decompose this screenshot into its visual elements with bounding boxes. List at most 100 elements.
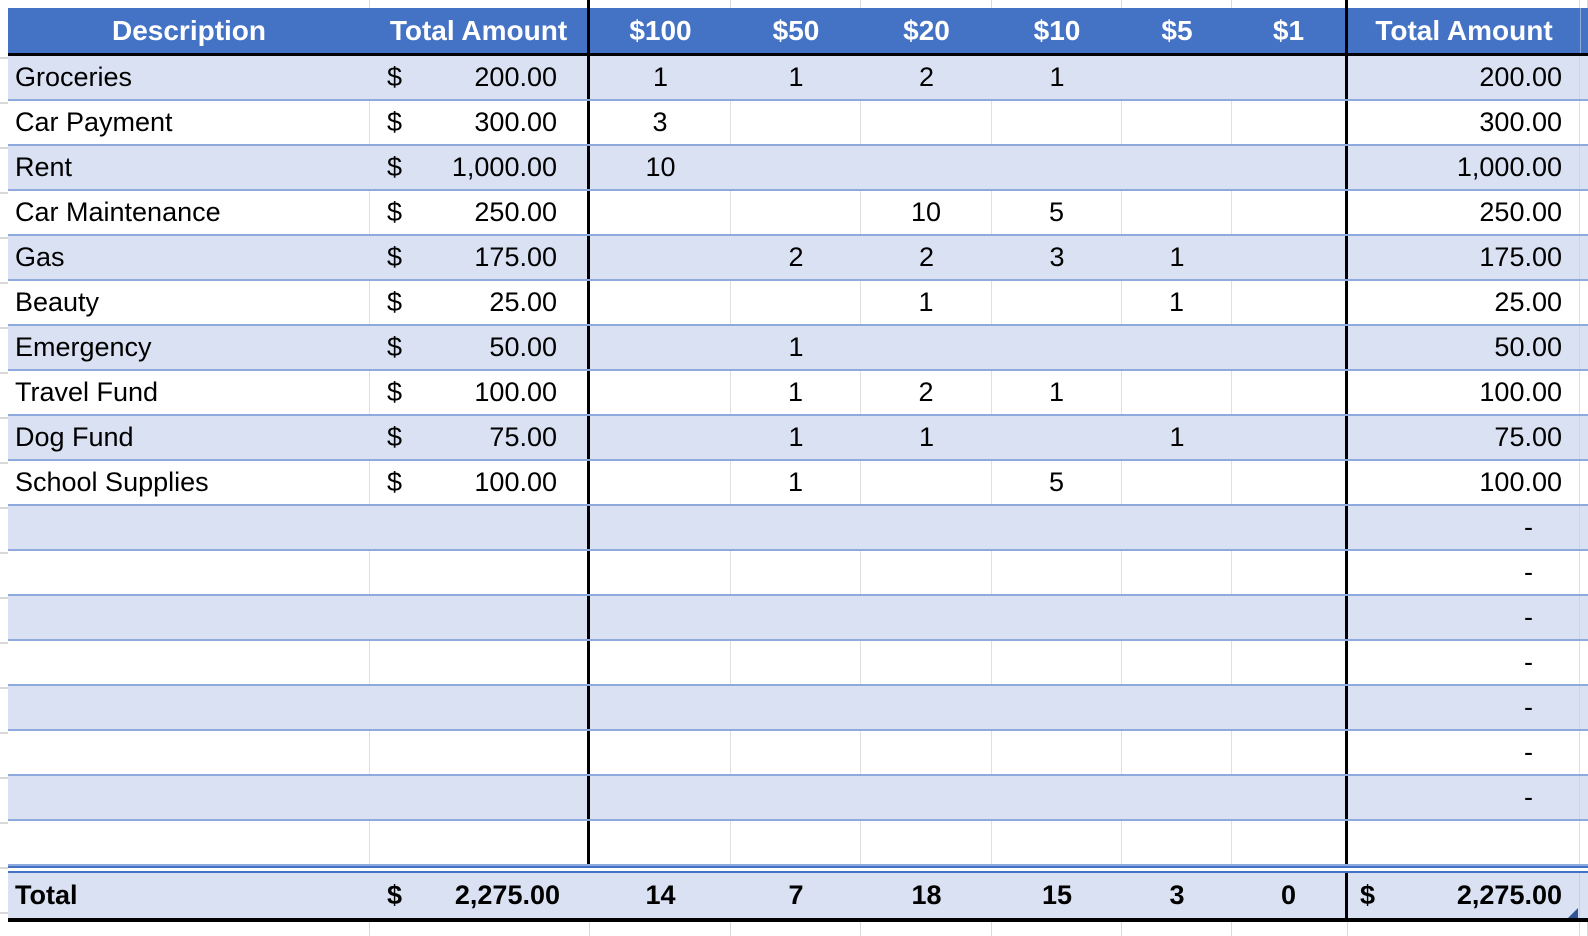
cell-count-10[interactable] — [992, 551, 1122, 594]
cell-count-20[interactable] — [861, 686, 992, 729]
cell-count-10[interactable] — [992, 641, 1122, 684]
cell-count-10[interactable] — [992, 101, 1122, 144]
header-denom-1[interactable]: $1 — [1232, 8, 1348, 53]
cell-count-50[interactable] — [731, 821, 861, 864]
cell-count-50[interactable] — [731, 146, 861, 189]
cell-total-amount-left[interactable] — [370, 551, 590, 594]
cell-count-1[interactable] — [1232, 686, 1348, 729]
total-count-5[interactable]: 3 — [1169, 880, 1185, 910]
cell-count-1[interactable] — [1232, 236, 1348, 279]
cell-count-20[interactable] — [861, 731, 992, 774]
cell-total-amount-right[interactable]: 250.00 — [1348, 191, 1580, 234]
cell-total-amount-left[interactable]: $175.00 — [370, 236, 590, 279]
cell-count-50[interactable] — [731, 776, 861, 819]
cell-count-100[interactable] — [590, 371, 731, 414]
cell-count-5[interactable] — [1122, 551, 1232, 594]
cell-count-5[interactable] — [1122, 56, 1232, 99]
cell-count-20[interactable] — [861, 641, 992, 684]
cell-count-20[interactable]: 2 — [918, 62, 935, 92]
cell-count-100[interactable] — [590, 596, 731, 639]
total-count-10[interactable]: 15 — [1041, 880, 1073, 910]
cell-total-amount-right[interactable]: 100.00 — [1348, 461, 1580, 504]
cell-count-5[interactable] — [1122, 461, 1232, 504]
cell-total-amount-right[interactable] — [1348, 821, 1580, 864]
cell-count-5[interactable] — [1122, 686, 1232, 729]
cell-count-5[interactable]: 1 — [1169, 242, 1185, 272]
cell-count-20[interactable] — [861, 596, 992, 639]
header-denom-50[interactable]: $50 — [772, 14, 820, 46]
cell-count-10[interactable]: 1 — [992, 371, 1122, 414]
cell-total-amount-left[interactable] — [370, 776, 590, 819]
total-label-cell[interactable]: Total — [15, 880, 78, 910]
cell-count-20[interactable]: 2 — [861, 371, 992, 414]
cell-count-1[interactable] — [1232, 191, 1348, 234]
cell-total-amount-right[interactable]: 175.00 — [1348, 236, 1580, 279]
header-denom-100[interactable]: $100 — [629, 14, 692, 46]
cell-count-10[interactable] — [992, 326, 1122, 369]
cell-count-10[interactable]: 5 — [992, 461, 1122, 504]
cell-count-100[interactable]: 3 — [590, 101, 731, 144]
cell-description[interactable] — [8, 506, 370, 549]
cell-count-20[interactable] — [861, 326, 992, 369]
cell-count-20[interactable] — [861, 821, 992, 864]
cell-total-amount-left[interactable] — [370, 821, 590, 864]
header-denom-10[interactable]: $10 — [1033, 14, 1081, 46]
cell-total-amount-left[interactable] — [370, 506, 590, 549]
cell-count-50[interactable]: 2 — [788, 242, 804, 272]
header-description[interactable]: Description — [111, 14, 267, 46]
cell-count-50[interactable] — [731, 191, 861, 234]
cell-count-5[interactable] — [1122, 596, 1232, 639]
cell-total-amount-right[interactable]: 50.00 — [1348, 326, 1580, 369]
cell-count-100[interactable]: 1 — [652, 62, 669, 92]
cell-count-50[interactable] — [731, 506, 861, 549]
cell-total-amount-right[interactable]: - — [1348, 641, 1580, 684]
cell-count-100[interactable] — [590, 461, 731, 504]
cell-count-5[interactable]: 1 — [1122, 281, 1232, 324]
cell-description[interactable]: Gas — [15, 242, 65, 272]
cell-total-amount-right[interactable]: 100.00 — [1348, 371, 1580, 414]
cell-total-amount-left[interactable] — [370, 731, 590, 774]
total-count-1[interactable]: 0 — [1232, 873, 1348, 918]
cell-count-100[interactable] — [590, 191, 731, 234]
cell-count-50[interactable]: 1 — [788, 62, 804, 92]
cell-total-amount-right[interactable]: 300.00 — [1348, 101, 1580, 144]
cell-count-100[interactable] — [590, 506, 731, 549]
cell-total-amount-right[interactable]: - — [1348, 731, 1580, 774]
cell-count-100[interactable] — [590, 236, 731, 279]
cell-description[interactable] — [8, 731, 370, 774]
cell-count-1[interactable] — [1232, 461, 1348, 504]
cell-count-50[interactable]: 1 — [731, 461, 861, 504]
cell-count-10[interactable] — [992, 731, 1122, 774]
cell-count-20[interactable] — [861, 776, 992, 819]
cell-count-100[interactable] — [590, 641, 731, 684]
header-total-amount-right[interactable]: Total Amount — [1375, 14, 1553, 46]
cell-total-amount-right[interactable]: 25.00 — [1348, 281, 1580, 324]
cell-description[interactable]: Car Payment — [8, 101, 370, 144]
cell-count-20[interactable] — [861, 461, 992, 504]
cell-count-100[interactable] — [590, 281, 731, 324]
cell-total-amount-right[interactable]: - — [1348, 596, 1580, 639]
cell-count-50[interactable] — [731, 551, 861, 594]
cell-count-50[interactable]: 1 — [788, 332, 804, 362]
cell-description[interactable] — [8, 686, 370, 729]
total-amount-left-cell[interactable]: $ 2,275.00 — [370, 873, 590, 918]
total-count-50[interactable]: 7 — [788, 880, 804, 910]
cell-count-5[interactable] — [1122, 101, 1232, 144]
cell-count-50[interactable] — [731, 596, 861, 639]
cell-count-10[interactable]: 5 — [992, 191, 1122, 234]
total-count-20[interactable]: 18 — [911, 880, 942, 910]
cell-count-5[interactable]: 1 — [1169, 422, 1185, 452]
cell-total-amount-left[interactable] — [370, 641, 590, 684]
cell-count-1[interactable] — [1232, 326, 1348, 369]
cell-count-5[interactable] — [1122, 191, 1232, 234]
cell-count-50[interactable]: 1 — [731, 371, 861, 414]
cell-total-amount-left[interactable] — [370, 686, 590, 729]
cell-count-100[interactable] — [590, 731, 731, 774]
cell-total-amount-right[interactable]: 1,000.00 — [1348, 146, 1580, 189]
cell-count-1[interactable] — [1232, 731, 1348, 774]
cell-description[interactable]: Dog Fund — [15, 422, 134, 452]
cell-count-10[interactable] — [992, 686, 1122, 729]
cell-count-5[interactable] — [1122, 776, 1232, 819]
cell-count-20[interactable]: 1 — [918, 422, 935, 452]
cell-count-100[interactable] — [590, 686, 731, 729]
